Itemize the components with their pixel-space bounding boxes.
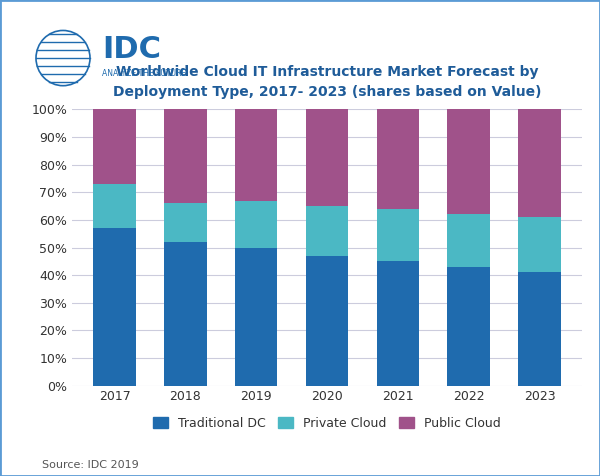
- Bar: [164, 242, 206, 386]
- Bar: [93, 184, 136, 228]
- Bar: [448, 109, 490, 214]
- Bar: [518, 217, 561, 272]
- Bar: [518, 109, 561, 217]
- Bar: [518, 272, 561, 386]
- Bar: [164, 109, 206, 203]
- Bar: [377, 261, 419, 386]
- Text: IDC: IDC: [102, 36, 161, 64]
- Title: Worldwide Cloud IT Infrastructure Market Forecast by
Deployment Type, 2017- 2023: Worldwide Cloud IT Infrastructure Market…: [113, 65, 541, 99]
- Bar: [93, 109, 136, 184]
- Bar: [306, 256, 348, 386]
- Bar: [306, 109, 348, 206]
- Bar: [377, 109, 419, 209]
- Bar: [377, 209, 419, 261]
- Bar: [235, 109, 277, 200]
- Text: ANALYZE THE FUTURE: ANALYZE THE FUTURE: [102, 69, 186, 78]
- Bar: [93, 228, 136, 386]
- Bar: [235, 200, 277, 248]
- Text: Source: IDC 2019: Source: IDC 2019: [42, 460, 139, 470]
- Bar: [448, 214, 490, 267]
- Bar: [448, 267, 490, 386]
- Bar: [164, 203, 206, 242]
- Bar: [235, 248, 277, 386]
- Legend: Traditional DC, Private Cloud, Public Cloud: Traditional DC, Private Cloud, Public Cl…: [148, 412, 506, 435]
- Bar: [306, 206, 348, 256]
